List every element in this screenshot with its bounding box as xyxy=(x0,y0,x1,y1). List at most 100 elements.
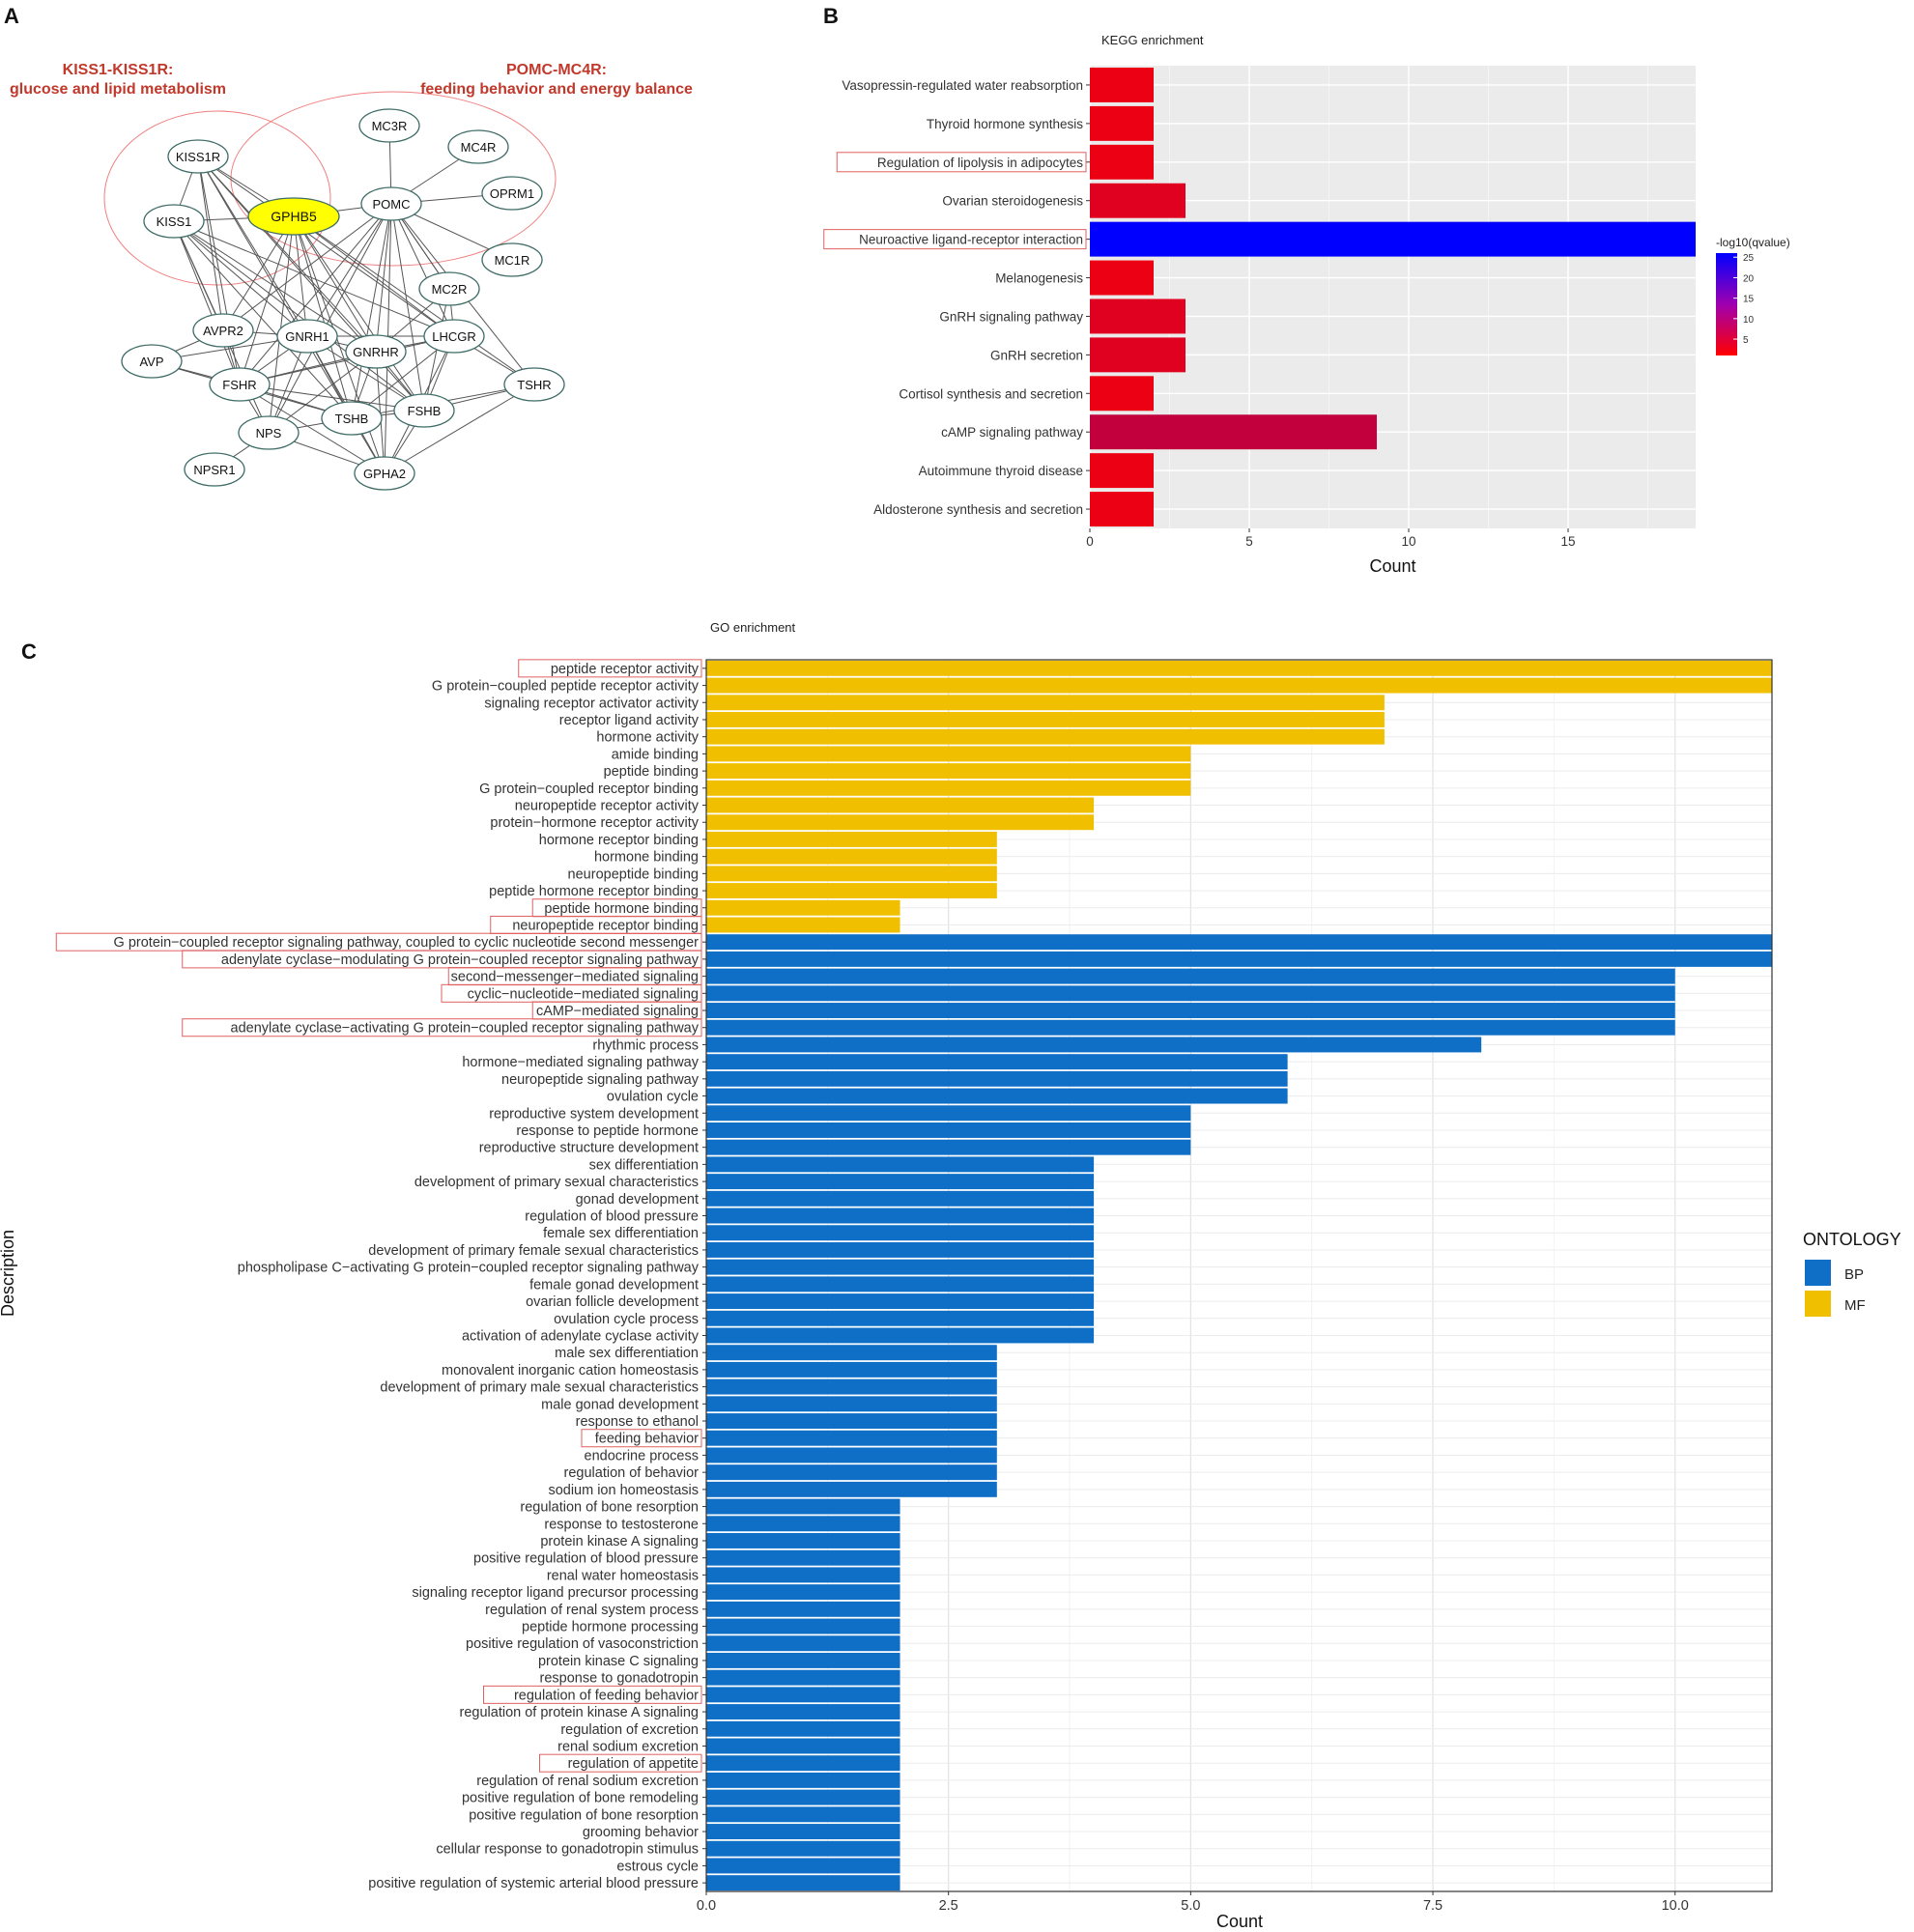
go-category-label: positive regulation of bone remodeling xyxy=(462,1791,699,1806)
go-xtick-label: 7.5 xyxy=(1423,1898,1443,1914)
go-bar-sex-differentiation xyxy=(706,1156,1095,1173)
go-highlight-box xyxy=(182,950,702,969)
network-node-avp xyxy=(121,344,183,379)
go-bar-peptide-hormone-binding xyxy=(706,899,900,916)
go-category-label: regulation of feeding behavior xyxy=(514,1688,699,1703)
network-panel: KISS1-KISS1R: glucose and lipid metabolis… xyxy=(10,62,693,491)
go-highlight-box xyxy=(581,1429,702,1448)
go-category-label: neuropeptide signaling pathway xyxy=(501,1072,700,1088)
network-edge xyxy=(375,203,392,353)
go-legend-swatch-bp xyxy=(1805,1260,1831,1286)
go-bar-male-gonad-development xyxy=(706,1396,997,1412)
network-node-gpha2 xyxy=(354,456,415,491)
go-bar-feeding-behavior xyxy=(706,1430,997,1446)
go-category-label: G protein−coupled receptor binding xyxy=(479,781,699,797)
go-bar-male-sex-differentiation xyxy=(706,1345,997,1361)
go-bar-gonad-development xyxy=(706,1190,1095,1207)
go-bar-g-protein-coupled-receptor-binding xyxy=(706,780,1191,796)
go-category-label: renal water homeostasis xyxy=(547,1568,699,1583)
go-category-label: male gonad development xyxy=(541,1397,699,1412)
go-category-label: female sex differentiation xyxy=(543,1226,699,1241)
go-category-label: phospholipase C−activating G protein−cou… xyxy=(238,1261,700,1276)
go-category-label: peptide binding xyxy=(604,764,699,780)
go-bar-regulation-of-bone-resorption xyxy=(706,1498,900,1515)
panel-letter-c: C xyxy=(21,639,37,664)
kegg-colorbar-label: 10 xyxy=(1743,315,1755,326)
go-bar-signaling-receptor-activator-activity xyxy=(706,695,1385,711)
go-bar-response-to-gonadotropin xyxy=(706,1669,900,1686)
go-bar-neuropeptide-signaling-pathway xyxy=(706,1070,1288,1087)
kegg-bar-cortisol-synthesis-and-secretion xyxy=(1090,376,1154,412)
kegg-bar-regulation-of-lipolysis-in-adipocytes xyxy=(1090,144,1154,180)
go-category-label: second−messenger−mediated signaling xyxy=(451,970,699,985)
go-category-label: peptide hormone receptor binding xyxy=(489,884,699,899)
go-category-label: development of primary sexual characteri… xyxy=(414,1175,699,1190)
network-node-label: MC3R xyxy=(372,119,408,133)
go-category-label: male sex differentiation xyxy=(555,1346,699,1361)
network-edge xyxy=(239,384,425,412)
go-category-label: positive regulation of vasoconstriction xyxy=(466,1636,699,1652)
kegg-category-label: Thyroid hormone synthesis xyxy=(927,117,1083,131)
network-node-fshr xyxy=(209,367,271,402)
group-ring-pomc xyxy=(230,91,557,267)
kegg-gridlines xyxy=(1089,66,1696,528)
kegg-category-label: Melanogenesis xyxy=(995,271,1083,286)
network-node-label: POMC xyxy=(373,197,411,212)
network-edge xyxy=(173,220,241,385)
network-edge xyxy=(239,335,455,385)
go-bar-cellular-response-to-gonadotropin-stimulus xyxy=(706,1840,900,1857)
go-category-label: neuropeptide receptor activity xyxy=(515,799,700,814)
go-category-label: activation of adenylate cyclase activity xyxy=(462,1328,700,1344)
go-highlight-box xyxy=(518,659,702,678)
kegg-bar-aldosterone-synthesis-and-secretion xyxy=(1090,492,1154,527)
kegg-colorbar-label: 15 xyxy=(1743,295,1755,305)
go-category-label: gonad development xyxy=(576,1192,699,1208)
go-legend-title: ONTOLOGY xyxy=(1803,1230,1901,1249)
go-category-label: regulation of behavior xyxy=(564,1465,700,1481)
group-ring-kiss1 xyxy=(103,110,331,286)
go-category-label: female gonad development xyxy=(529,1277,699,1293)
go-category-label: development of primary female sexual cha… xyxy=(368,1243,699,1259)
network-edge xyxy=(293,215,455,337)
kegg-bar-camp-signaling-pathway xyxy=(1090,414,1377,450)
kegg-xtick-label: 10 xyxy=(1401,534,1415,549)
go-category-label: sodium ion homeostasis xyxy=(548,1483,699,1498)
go-xlabel: Count xyxy=(1216,1912,1263,1931)
network-node-label: NPSR1 xyxy=(193,463,235,477)
network-edge xyxy=(239,215,295,385)
kegg-category-label: Vasopressin-regulated water reabsorption xyxy=(842,78,1083,93)
go-bar-phospholipase-c-activating-g-protein-coupled-receptor-signaling-pathway xyxy=(706,1259,1095,1275)
network-edge xyxy=(197,156,425,412)
go-category-label: adenylate cyclase−modulating G protein−c… xyxy=(221,952,700,968)
go-plot-border xyxy=(705,659,1773,1892)
go-xtick-label: 2.5 xyxy=(939,1898,958,1914)
go-category-label: cyclic−nucleotide−mediated signaling xyxy=(468,986,699,1002)
network-edge xyxy=(239,203,392,385)
network-edge xyxy=(384,384,535,474)
go-highlight-box xyxy=(539,1753,702,1773)
kegg-xtick-label: 0 xyxy=(1086,534,1094,549)
network-node-label: KISS1R xyxy=(176,150,220,164)
group1-subtitle: glucose and lipid metabolism xyxy=(10,81,226,98)
network-node-npsr1 xyxy=(184,452,245,487)
go-bar-receptor-ligand-activity xyxy=(706,712,1385,727)
go-bar-hormone-mediated-signaling-pathway xyxy=(706,1054,1288,1070)
network-node-gnrh1 xyxy=(276,319,338,354)
go-bar-protein-hormone-receptor-activity xyxy=(706,814,1095,831)
kegg-highlight-box xyxy=(823,229,1087,250)
go-bar-g-protein-coupled-receptor-signaling-pathway-coupled-to-cyclic-nucleotide-second-messenger xyxy=(706,934,1772,951)
go-bar-camp-mediated-signaling xyxy=(706,1003,1675,1018)
go-bar-development-of-primary-male-sexual-characteristics xyxy=(706,1378,997,1395)
go-xtick-label: 5.0 xyxy=(1181,1898,1200,1914)
go-title: GO enrichment xyxy=(710,620,796,635)
network-node-lhcgr xyxy=(423,319,485,354)
panel-letter-b: B xyxy=(823,4,839,28)
go-category-label: positive regulation of bone resorption xyxy=(469,1807,699,1823)
go-category-label: grooming behavior xyxy=(583,1825,699,1840)
go-plot-background xyxy=(706,660,1772,1891)
go-bar-protein-kinase-c-signaling xyxy=(706,1652,900,1668)
network-node-label: KISS1 xyxy=(157,214,192,229)
go-category-label: regulation of blood pressure xyxy=(525,1209,699,1225)
go-xtick-label: 10.0 xyxy=(1662,1898,1689,1914)
go-bar-second-messenger-mediated-signaling xyxy=(706,968,1675,984)
